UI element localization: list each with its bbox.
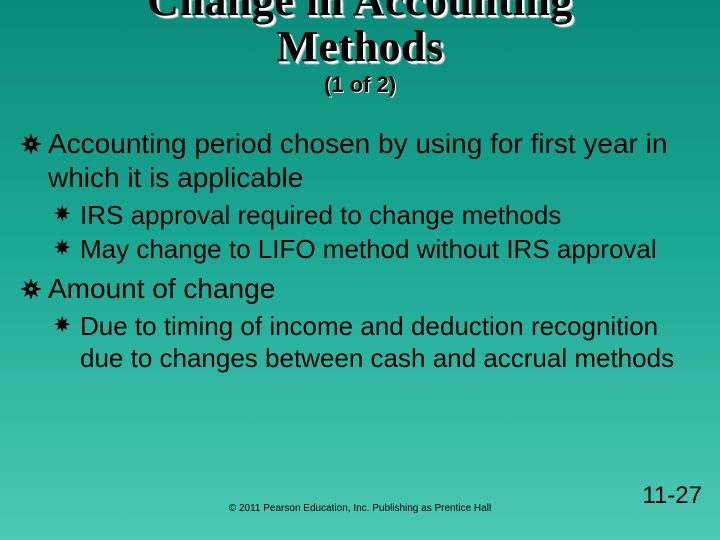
list-item: IRS approval required to change methods bbox=[54, 199, 702, 231]
copyright-footer: © 2011 Pearson Education, Inc. Publishin… bbox=[0, 503, 720, 514]
list-item: Accounting period chosen by using for fi… bbox=[20, 127, 702, 195]
starburst-icon bbox=[54, 239, 70, 255]
list-item: May change to LIFO method without IRS ap… bbox=[54, 233, 702, 265]
list-item-text: Accounting period chosen by using for fi… bbox=[48, 127, 702, 195]
slide-title-line2: Methods bbox=[0, 24, 720, 70]
list-item-text: May change to LIFO method without IRS ap… bbox=[80, 233, 702, 265]
page-number: 11-27 bbox=[642, 482, 702, 510]
list-item: Amount of change bbox=[20, 272, 702, 306]
starburst-icon bbox=[20, 133, 42, 155]
list-item-text: IRS approval required to change methods bbox=[80, 199, 702, 231]
list-item-text: Amount of change bbox=[48, 272, 702, 306]
starburst-icon bbox=[54, 205, 70, 221]
list-item: Due to timing of income and deduction re… bbox=[54, 310, 702, 374]
list-item-text: Due to timing of income and deduction re… bbox=[80, 310, 702, 374]
starburst-icon bbox=[54, 316, 70, 332]
slide-subtitle: (1 of 2) bbox=[0, 72, 720, 98]
slide-body: Accounting period chosen by using for fi… bbox=[0, 127, 720, 374]
starburst-icon bbox=[20, 278, 42, 300]
slide-title-line1: Change in Accounting bbox=[0, 0, 720, 24]
